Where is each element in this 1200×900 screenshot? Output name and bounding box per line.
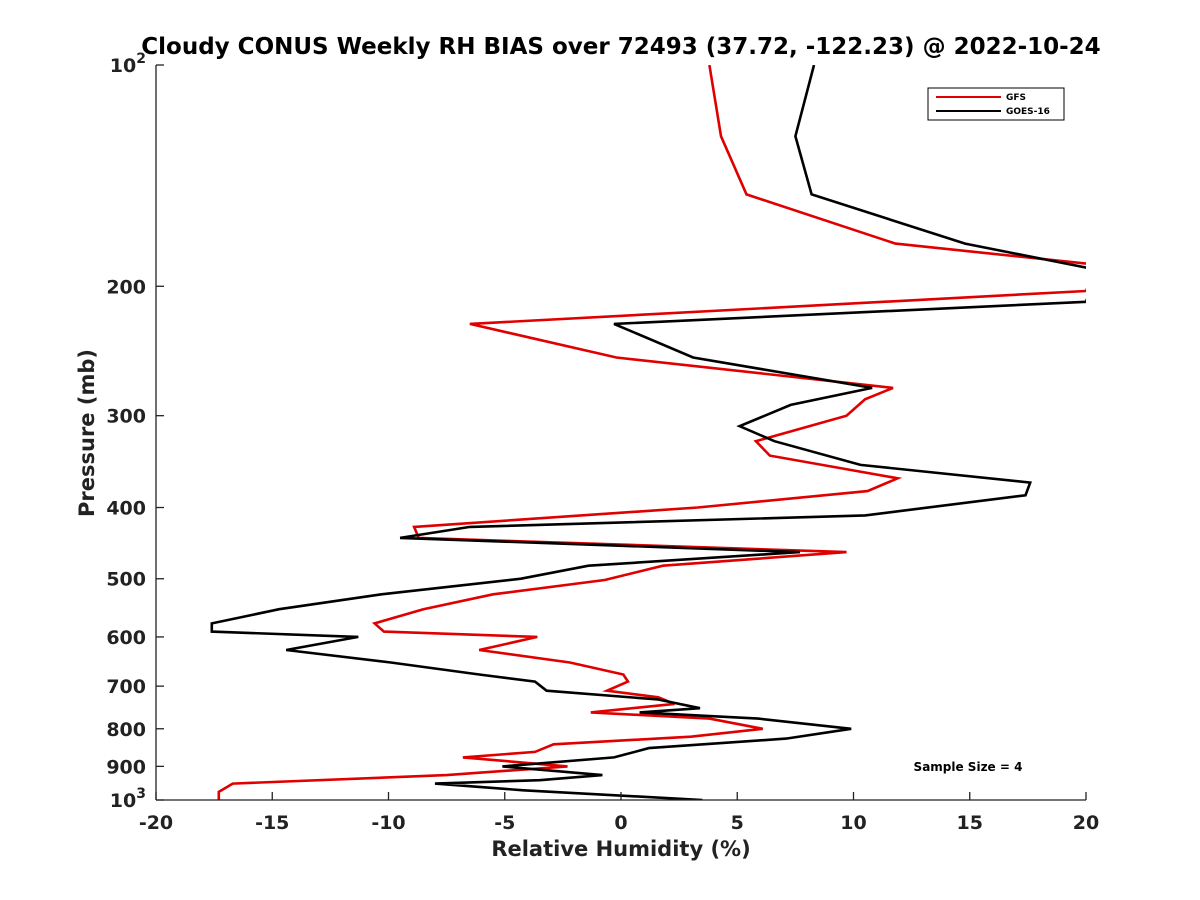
y-tick-label: 600 [106,627,146,649]
sample-size-annotation: Sample Size = 4 [914,760,1023,774]
y-axis-label: Pressure (mb) [75,349,99,517]
legend-label-goes16: GOES-16 [1006,107,1050,117]
legend-label-gfs: GFS [1006,93,1026,103]
y-tick-label-base: 10 [110,55,136,77]
x-tick-label: -15 [255,812,289,834]
y-tick-label-base: 10 [110,790,136,812]
y-tick-label-base: 900 [106,756,146,778]
y-tick-label-base: 500 [106,569,146,591]
x-tick-label: 20 [1073,812,1099,834]
y-tick-label: 400 [106,498,146,520]
x-tick-label: -10 [371,812,405,834]
y-tick-label-base: 700 [106,676,146,698]
y-tick-label-base: 300 [106,406,146,428]
legend: GFS GOES-16 [927,87,1065,121]
x-tick-label: 0 [614,812,627,834]
x-tick-label: -20 [139,812,173,834]
y-tick-label-base: 800 [106,719,146,741]
y-tick-label: 500 [106,569,146,591]
x-tick-label: 10 [840,812,866,834]
x-axis-ticks: -20 -15 -10 -5 0 5 10 15 20 [139,792,1099,834]
y-tick-label-base: 400 [106,498,146,520]
series-line-gfs [217,65,1086,800]
y-tick-label-base: 600 [106,627,146,649]
y-tick-label: 300 [106,406,146,428]
y-tick-label-exponent: 2 [136,51,146,67]
x-tick-label: 15 [957,812,983,834]
y-tick-label: 102 [110,51,146,77]
chart-title: Cloudy CONUS Weekly RH BIAS over 72493 (… [141,34,1100,60]
y-tick-label: 800 [106,719,146,741]
x-axis-label: Relative Humidity (%) [491,837,750,861]
y-tick-label: 900 [106,756,146,778]
y-tick-label-base: 200 [106,276,146,298]
x-tick-label: 5 [731,812,744,834]
x-tick-label: -5 [494,812,515,834]
y-tick-label: 200 [106,276,146,298]
legend-box [927,87,1065,121]
series-layer [210,65,1086,800]
y-tick-label: 103 [110,786,146,812]
series-line-goes16 [210,65,1086,800]
y-tick-label-exponent: 3 [136,786,146,802]
y-tick-label: 700 [106,676,146,698]
